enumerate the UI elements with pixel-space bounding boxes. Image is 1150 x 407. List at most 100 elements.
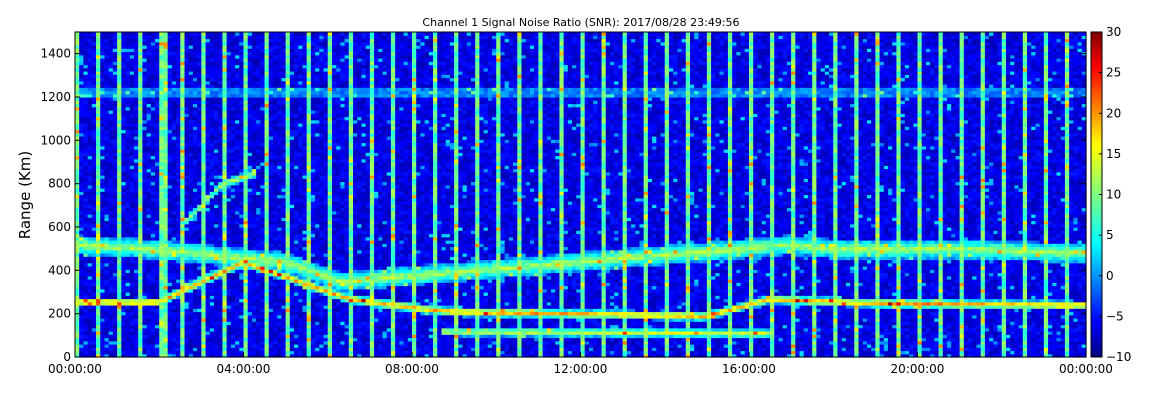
heatmap-cell: [205, 262, 211, 267]
heatmap-cell: [167, 266, 173, 270]
heatmap-cell: [180, 223, 186, 228]
heatmap-cell: [129, 311, 135, 316]
heatmap-cell: [87, 262, 93, 267]
heatmap-cell: [192, 282, 198, 287]
heatmap-cell: [163, 171, 169, 176]
heatmap-cell: [201, 227, 207, 231]
heatmap-cell: [146, 126, 152, 131]
heatmap-cell: [159, 337, 165, 342]
heatmap-cell: [125, 90, 131, 95]
heatmap-cell: [133, 340, 139, 345]
heatmap-cell: [96, 324, 101, 329]
heatmap-cell: [176, 171, 181, 176]
heatmap-cell: [142, 168, 148, 173]
heatmap-cell: [201, 142, 207, 147]
heatmap-cell: [125, 275, 131, 280]
heatmap-cell: [209, 288, 215, 293]
heatmap-cell: [214, 350, 219, 355]
heatmap-cell: [159, 230, 165, 235]
heatmap-cell: [167, 97, 173, 101]
heatmap-cell: [133, 51, 139, 56]
heatmap-cell: [96, 38, 101, 43]
heatmap-cell: [197, 116, 202, 121]
heatmap-cell: [214, 331, 219, 335]
heatmap-cell: [79, 58, 85, 62]
heatmap-cell: [163, 350, 169, 355]
heatmap-cell: [138, 158, 143, 163]
heatmap-cell: [142, 155, 148, 160]
heatmap-cell: [192, 45, 198, 49]
heatmap-cell: [121, 97, 127, 101]
heatmap-cell: [83, 347, 89, 352]
heatmap-cell: [133, 168, 139, 173]
heatmap-cell: [129, 54, 135, 59]
heatmap-cell: [108, 194, 114, 199]
heatmap-cell: [205, 35, 211, 40]
heatmap-cell: [146, 353, 152, 358]
heatmap-cell: [117, 236, 122, 241]
heatmap-cell: [125, 279, 131, 283]
heatmap-cell: [87, 282, 93, 287]
heatmap-cell: [180, 181, 186, 186]
heatmap-cell: [150, 282, 156, 287]
heatmap-cell: [192, 266, 198, 270]
heatmap-cell: [117, 298, 122, 303]
heatmap-cell: [112, 80, 118, 85]
heatmap-cell: [138, 103, 143, 108]
heatmap-cell: [96, 249, 101, 254]
heatmap-cell: [91, 227, 97, 231]
heatmap-cell: [201, 126, 207, 131]
heatmap-cell: [155, 214, 160, 218]
heatmap-cell: [205, 162, 211, 166]
heatmap-cell: [121, 311, 127, 316]
heatmap-cell: [197, 58, 202, 62]
heatmap-cell: [117, 285, 122, 290]
heatmap-cell: [83, 116, 89, 121]
heatmap-cell: [184, 90, 190, 95]
heatmap-cell: [125, 35, 131, 40]
heatmap-cell: [117, 51, 122, 56]
heatmap-cell: [121, 48, 127, 53]
heatmap-cell: [75, 87, 80, 92]
heatmap-cell: [75, 285, 80, 290]
heatmap-cell: [129, 240, 135, 244]
heatmap-cell: [167, 100, 173, 105]
heatmap-cell: [121, 136, 127, 140]
heatmap-cell: [155, 262, 160, 267]
heatmap-cell: [83, 64, 89, 69]
heatmap-cell: [163, 74, 169, 79]
heatmap-cell: [209, 123, 215, 127]
heatmap-cell: [192, 64, 198, 69]
heatmap-cell: [214, 344, 219, 348]
heatmap-cell: [121, 100, 127, 105]
heatmap-cell: [108, 116, 114, 121]
heatmap-cell: [184, 259, 190, 264]
heatmap-cell: [100, 350, 106, 355]
heatmap-cell: [108, 119, 114, 124]
heatmap-cell: [188, 282, 194, 287]
heatmap-cell: [167, 106, 173, 111]
heatmap-cell: [121, 214, 127, 218]
heatmap-cell: [133, 74, 139, 79]
heatmap-cell: [150, 152, 156, 157]
heatmap-cell: [125, 210, 131, 215]
heatmap-cell: [167, 110, 173, 114]
heatmap-cell: [125, 236, 131, 241]
heatmap-cell: [91, 334, 97, 339]
heatmap-cell: [79, 100, 85, 105]
heatmap-cell: [121, 110, 127, 114]
heatmap-cell: [176, 347, 181, 352]
heatmap-cell: [180, 311, 186, 316]
heatmap-cell: [159, 165, 165, 170]
heatmap-cell: [79, 321, 85, 326]
heatmap-cell: [205, 181, 211, 186]
heatmap-cell: [83, 188, 89, 192]
heatmap-cell: [155, 240, 160, 244]
heatmap-cell: [197, 41, 202, 46]
heatmap-cell: [96, 201, 101, 205]
heatmap-cell: [79, 113, 85, 118]
heatmap-cell: [163, 340, 169, 345]
heatmap-cell: [121, 106, 127, 111]
heatmap-cell: [150, 350, 156, 355]
heatmap-cell: [117, 227, 122, 231]
